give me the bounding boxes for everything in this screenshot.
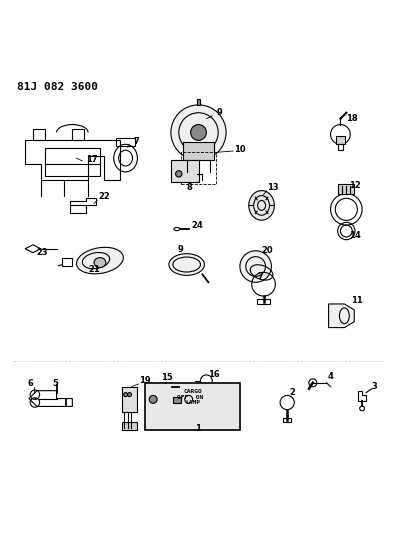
Text: 14: 14	[349, 231, 361, 240]
Bar	[173, 397, 181, 402]
Bar	[283, 418, 291, 422]
Ellipse shape	[169, 254, 204, 276]
Circle shape	[149, 395, 157, 403]
Text: 7: 7	[133, 138, 139, 146]
Text: 19: 19	[139, 376, 151, 385]
Text: 7: 7	[258, 272, 263, 281]
Ellipse shape	[158, 383, 172, 390]
Bar	[121, 387, 137, 413]
Text: 17: 17	[86, 155, 98, 164]
Text: 20: 20	[262, 246, 273, 255]
Text: 8: 8	[187, 183, 193, 192]
Circle shape	[191, 125, 206, 140]
Bar	[197, 99, 200, 105]
Text: 5: 5	[53, 378, 58, 387]
Text: 10: 10	[234, 145, 246, 154]
Text: CARGO: CARGO	[183, 390, 202, 394]
Text: 22: 22	[98, 192, 110, 201]
Text: 12: 12	[349, 181, 361, 190]
Text: 9: 9	[216, 108, 222, 117]
Text: 9: 9	[178, 245, 184, 254]
Bar	[183, 142, 214, 160]
Bar	[257, 299, 270, 304]
Ellipse shape	[249, 191, 274, 220]
Bar	[121, 422, 137, 430]
Text: 11: 11	[351, 296, 362, 305]
Text: 2: 2	[289, 387, 295, 397]
Bar	[338, 144, 343, 150]
Text: 13: 13	[268, 183, 279, 192]
Text: OFF  ON: OFF ON	[177, 394, 203, 400]
Bar	[33, 128, 45, 140]
Bar	[62, 258, 72, 266]
Text: 4: 4	[328, 372, 334, 381]
Text: 24: 24	[191, 221, 203, 230]
Circle shape	[240, 251, 272, 282]
Ellipse shape	[94, 257, 106, 268]
Text: 15: 15	[161, 373, 173, 382]
Text: 6: 6	[27, 378, 33, 387]
Polygon shape	[329, 304, 354, 328]
Text: 3: 3	[371, 382, 377, 391]
Bar	[181, 152, 216, 184]
Text: 23: 23	[37, 248, 48, 257]
Bar	[336, 136, 345, 144]
Text: 21: 21	[88, 264, 100, 273]
Circle shape	[171, 105, 226, 160]
Circle shape	[175, 171, 182, 177]
Circle shape	[123, 393, 127, 397]
Bar	[145, 383, 240, 430]
Text: 1: 1	[195, 424, 200, 433]
Text: 81J 082 3600: 81J 082 3600	[17, 82, 98, 92]
Text: 18: 18	[346, 114, 358, 123]
Text: LAMP: LAMP	[185, 400, 200, 405]
Text: 16: 16	[208, 370, 219, 379]
Bar	[116, 139, 135, 146]
Circle shape	[127, 393, 131, 397]
Bar	[339, 184, 354, 193]
Bar	[171, 160, 198, 182]
Bar	[45, 148, 100, 176]
Bar	[72, 128, 84, 140]
Ellipse shape	[77, 247, 123, 274]
